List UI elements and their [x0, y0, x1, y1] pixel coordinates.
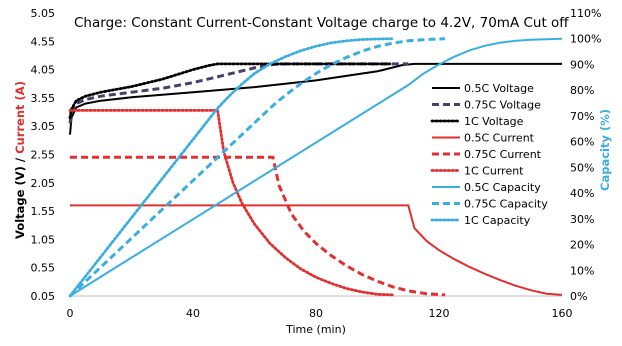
- y2-tick-label: 20%: [570, 239, 594, 252]
- series-line: [68, 62, 409, 124]
- y-tick-labels: 0.05 0.55 1.05 1.55 2.05 2.55 3.05 3.55 4.05 4.55…: [31, 7, 56, 303]
- y2-tick-label: 100%: [570, 33, 601, 46]
- y2-tick-label: 90%: [570, 58, 594, 71]
- series-layer: [68, 37, 563, 298]
- chart-title: Charge: Constant Current-Constant Voltag…: [74, 15, 569, 31]
- series-line: [68, 37, 395, 298]
- y-tick-label: 1.05: [31, 233, 56, 246]
- legend-label: 0.75C Voltage: [464, 99, 541, 112]
- legend-label: 0.75C Current: [464, 148, 542, 161]
- y2-tick-label: 110%: [570, 7, 601, 20]
- y2-tick-label: 40%: [570, 187, 594, 200]
- y2-tick-labels: 0% 10% 20% 30% 40% 50% 60% 70% 80% 90% 100% 110%: [570, 7, 601, 303]
- y-tick-label: 2.55: [31, 149, 56, 162]
- y2-tick-label: 10%: [570, 264, 594, 277]
- y-tick-label: 2.05: [31, 177, 56, 190]
- series-line: [70, 155, 446, 297]
- y-axis-label-sep: /: [13, 154, 27, 166]
- legend-label: 0.75C Capacity: [464, 198, 548, 211]
- y-tick-label: 3.55: [31, 92, 56, 105]
- x-tick-label: 120: [429, 307, 450, 320]
- x-axis-label: Time (min): [285, 323, 346, 336]
- legend-label: 1C Capacity: [464, 214, 531, 227]
- y2-tick-label: 60%: [570, 136, 594, 149]
- legend-label: 0.5C Capacity: [464, 181, 541, 194]
- legend-label: 1C Voltage: [464, 115, 524, 128]
- y-tick-label: 4.05: [31, 64, 56, 77]
- y-tick-label: 5.05: [31, 7, 56, 20]
- y2-tick-label: 0%: [570, 290, 587, 303]
- x-tick-label: 0: [67, 307, 74, 320]
- y2-tick-label: 30%: [570, 213, 594, 226]
- y-tick-label: 0.55: [31, 262, 56, 275]
- x-tick-labels: 0 40 80 120 160: [67, 307, 573, 320]
- y2-tick-label: 70%: [570, 110, 594, 123]
- legend-label: 1C Current: [464, 165, 524, 178]
- y-axis-label-current: Current (A): [13, 81, 27, 154]
- series-line: [69, 62, 562, 135]
- y-tick-label: 3.05: [31, 120, 56, 133]
- x-tick-label: 80: [309, 307, 323, 320]
- y2-tick-label: 80%: [570, 84, 594, 97]
- legend-label: 0.5C Voltage: [464, 82, 534, 95]
- series-line: [68, 37, 446, 298]
- y-tick-label: 0.05: [31, 290, 56, 303]
- y-tick-label: 1.55: [31, 205, 56, 218]
- legend-label: 0.5C Current: [464, 132, 535, 145]
- y-axis-label-voltage: Voltage (V): [13, 166, 27, 239]
- x-tick-label: 40: [186, 307, 200, 320]
- y-axis-label: Voltage (V) / Current (A): [13, 81, 27, 239]
- y-tick-label: 4.55: [31, 35, 56, 48]
- series-line: [68, 62, 392, 120]
- legend: 0.5C Voltage 0.75C Voltage 1C Voltage 0.5C …: [430, 82, 548, 227]
- y2-axis-label: Capacity (%): [598, 109, 612, 191]
- series-line: [70, 204, 563, 296]
- x-tick-label: 160: [552, 307, 573, 320]
- series-line: [69, 37, 563, 297]
- series-line: [68, 109, 395, 297]
- y2-tick-label: 50%: [570, 161, 594, 174]
